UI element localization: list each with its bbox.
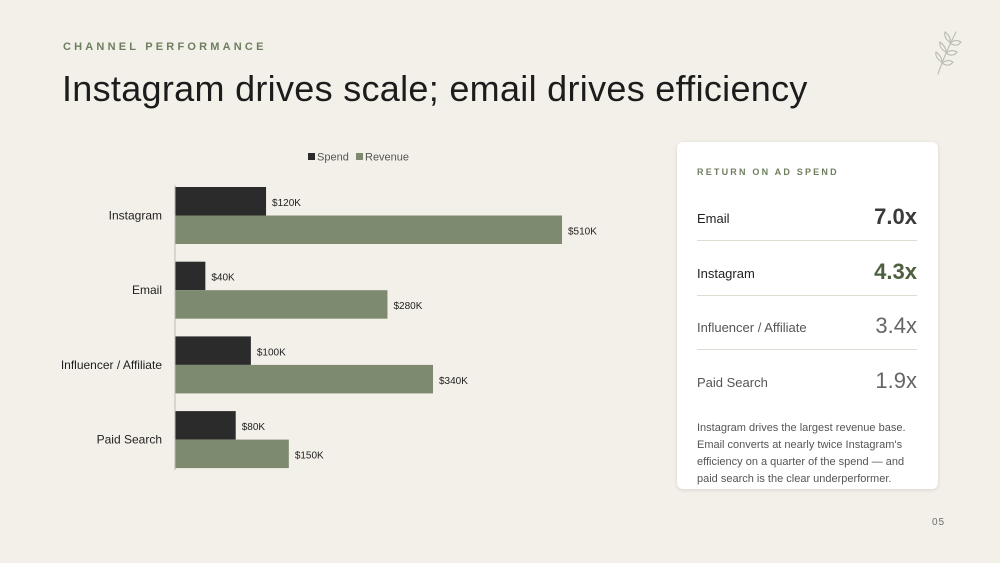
roas-channel-label: Instagram xyxy=(697,265,755,281)
roas-value: 7.0x xyxy=(874,204,917,229)
roas-channel-label: Paid Search xyxy=(697,374,768,390)
legend-label-revenue: Revenue xyxy=(365,152,409,164)
legend-swatch-spend xyxy=(308,153,315,160)
data-label: $100K xyxy=(257,347,286,358)
roas-value: 3.4x xyxy=(875,313,917,338)
revenue-bar xyxy=(175,215,562,244)
roas-channel-label: Influencer / Affiliate xyxy=(697,320,807,335)
spend-bar xyxy=(175,261,206,291)
spend-bar xyxy=(175,411,236,440)
roas-card: RETURN ON AD SPEND Email 7.0x Instagram 4.3… xyxy=(677,142,938,489)
roas-value: 1.9x xyxy=(875,367,917,393)
data-label: $150K xyxy=(295,451,324,462)
data-label: $40K xyxy=(211,273,235,284)
roas-heading: RETURN ON AD SPEND xyxy=(697,167,839,177)
roas-channel-label: Email xyxy=(697,211,730,226)
data-label: $280K xyxy=(393,301,422,312)
data-label: $340K xyxy=(439,376,468,387)
category-label: Email xyxy=(132,283,162,297)
data-label: $80K xyxy=(242,422,266,433)
slide-title: Instagram drives scale; email drives eff… xyxy=(62,68,808,109)
spend-bar xyxy=(175,336,251,365)
data-label: $510K xyxy=(568,227,597,238)
data-label: $120K xyxy=(272,198,301,209)
revenue-bar xyxy=(175,364,433,394)
category-label: Paid Search xyxy=(97,433,162,447)
roas-row: Paid Search 1.9x xyxy=(697,350,917,404)
roas-row: Influencer / Affiliate 3.4x xyxy=(697,295,917,350)
legend-label-spend: Spend xyxy=(317,152,349,164)
revenue-bar xyxy=(175,439,289,469)
roas-note: Instagram drives the largest revenue bas… xyxy=(697,422,906,485)
legend-swatch-revenue xyxy=(356,153,363,160)
page-number: 05 xyxy=(932,517,946,528)
roas-row: Instagram 4.3x xyxy=(697,241,917,296)
channel-bar-chart: Spend Revenue Instagram $120K $510K Email $40K… xyxy=(61,152,597,471)
section-eyebrow: CHANNEL PERFORMANCE xyxy=(63,41,267,53)
roas-row: Email 7.0x xyxy=(697,186,917,241)
revenue-bar xyxy=(175,290,388,319)
spend-bar xyxy=(175,187,267,216)
category-label: Influencer / Affiliate xyxy=(61,358,163,372)
leaf-icon xyxy=(935,31,962,75)
roas-value: 4.3x xyxy=(874,258,917,284)
category-label: Instagram xyxy=(109,209,162,223)
